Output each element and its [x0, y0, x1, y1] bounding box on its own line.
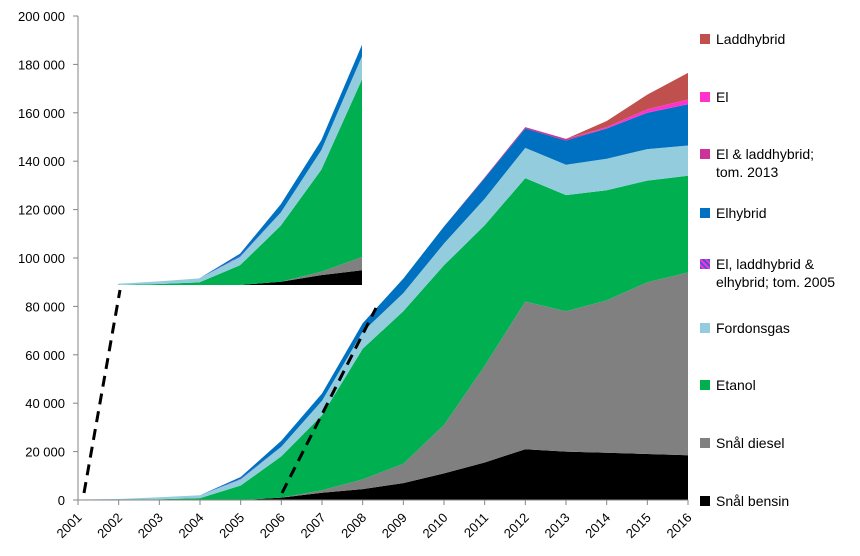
y-tick-label: 40 000	[25, 396, 65, 411]
legend-label: El	[716, 89, 729, 105]
stacked-area-chart: 0 20 000 40 000 60 000 80 000 100 000 120 000 1…	[18, 9, 695, 541]
legend-item-fordonsgas: Fordonsgas	[700, 319, 860, 337]
main-areas	[78, 72, 688, 500]
legend-swatch	[700, 323, 710, 333]
legend-label: El & laddhybrid; tom. 2013	[716, 146, 815, 180]
x-tick-label: 2014	[582, 510, 613, 541]
x-tick-label: 2009	[379, 510, 410, 541]
y-tick-label: 20 000	[25, 445, 65, 460]
callout-line-right	[280, 307, 378, 494]
legend-label: Etanol	[716, 377, 756, 393]
callout-line-left	[82, 289, 122, 494]
x-tick-label: 2016	[663, 510, 694, 541]
x-tick-label: 2005	[216, 510, 247, 541]
inset-area-fordonsgas	[118, 56, 362, 285]
legend-label: Laddhybrid	[716, 31, 786, 47]
legend-swatch	[700, 208, 710, 218]
legend-item-el: El	[700, 88, 860, 106]
legend-swatch	[700, 259, 710, 269]
legend-swatch	[700, 92, 710, 102]
y-tick-label: 100 000	[18, 251, 65, 266]
zoom-inset	[116, 40, 364, 286]
area-sn-l-diesel	[78, 272, 688, 500]
x-tick-label: 2011	[461, 510, 491, 540]
area-sn-l-bensin	[78, 449, 688, 500]
legend-swatch	[700, 149, 710, 159]
y-tick-label: 180 000	[18, 57, 65, 72]
legend-label: Snål diesel	[716, 435, 785, 451]
x-tick-label: 2010	[419, 510, 450, 541]
inset-area-sn-l-diesel	[118, 257, 362, 285]
area-etanol	[78, 175, 688, 500]
x-tick-label: 2007	[297, 510, 328, 541]
x-tick-label: 2004	[175, 510, 206, 541]
x-tick-label: 2015	[623, 510, 654, 541]
y-tick-label: 200 000	[18, 9, 65, 24]
legend-swatch	[700, 380, 710, 390]
area-elhybrid	[78, 104, 688, 500]
inset-area-etanol	[118, 79, 362, 286]
legend: Laddhybrid El El & laddhybrid; tom. 2013 El…	[700, 0, 860, 556]
y-tick-label: 0	[58, 493, 65, 508]
y-tick-label: 80 000	[25, 299, 65, 314]
x-tick-label: 2008	[338, 510, 369, 541]
x-tick-label: 2013	[541, 510, 572, 541]
legend-label: Fordonsgas	[716, 320, 790, 336]
area-fordonsgas	[78, 145, 688, 500]
y-tick-label: 160 000	[18, 106, 65, 121]
legend-swatch	[700, 34, 710, 44]
x-tick-label: 2002	[94, 510, 125, 541]
zoom-callout-lines	[82, 289, 378, 494]
legend-item-elhybrid: Elhybrid	[700, 204, 860, 222]
y-tick-label: 140 000	[18, 154, 65, 169]
x-tick-label: 2001	[53, 510, 84, 541]
area-laddhybrid	[78, 72, 688, 500]
legend-item-el-laddhybrid-elhybrid-tom-2005: El, laddhybrid & elhybrid; tom. 2005	[700, 255, 860, 291]
legend-item-laddhybrid: Laddhybrid	[700, 30, 860, 48]
legend-swatch	[700, 438, 710, 448]
y-tick-label: 120 000	[18, 203, 65, 218]
legend-label: Elhybrid	[716, 205, 767, 221]
legend-swatch	[700, 496, 710, 506]
x-tick-label: 2003	[135, 510, 166, 541]
legend-item-etanol: Etanol	[700, 376, 860, 394]
legend-label: Snål bensin	[716, 493, 790, 509]
x-tick-label: 2006	[257, 510, 288, 541]
legend-label: El, laddhybrid & elhybrid; tom. 2005	[716, 256, 836, 290]
inset-area-sn-l-bensin	[118, 270, 362, 285]
legend-item-sn-l-bensin: Snål bensin	[700, 492, 860, 510]
legend-item-sn-l-diesel: Snål diesel	[700, 434, 860, 452]
legend-item-el-laddhybrid-tom-2013: El & laddhybrid; tom. 2013	[700, 145, 860, 181]
y-tick-label: 60 000	[25, 348, 65, 363]
x-tick-label: 2012	[501, 510, 532, 541]
